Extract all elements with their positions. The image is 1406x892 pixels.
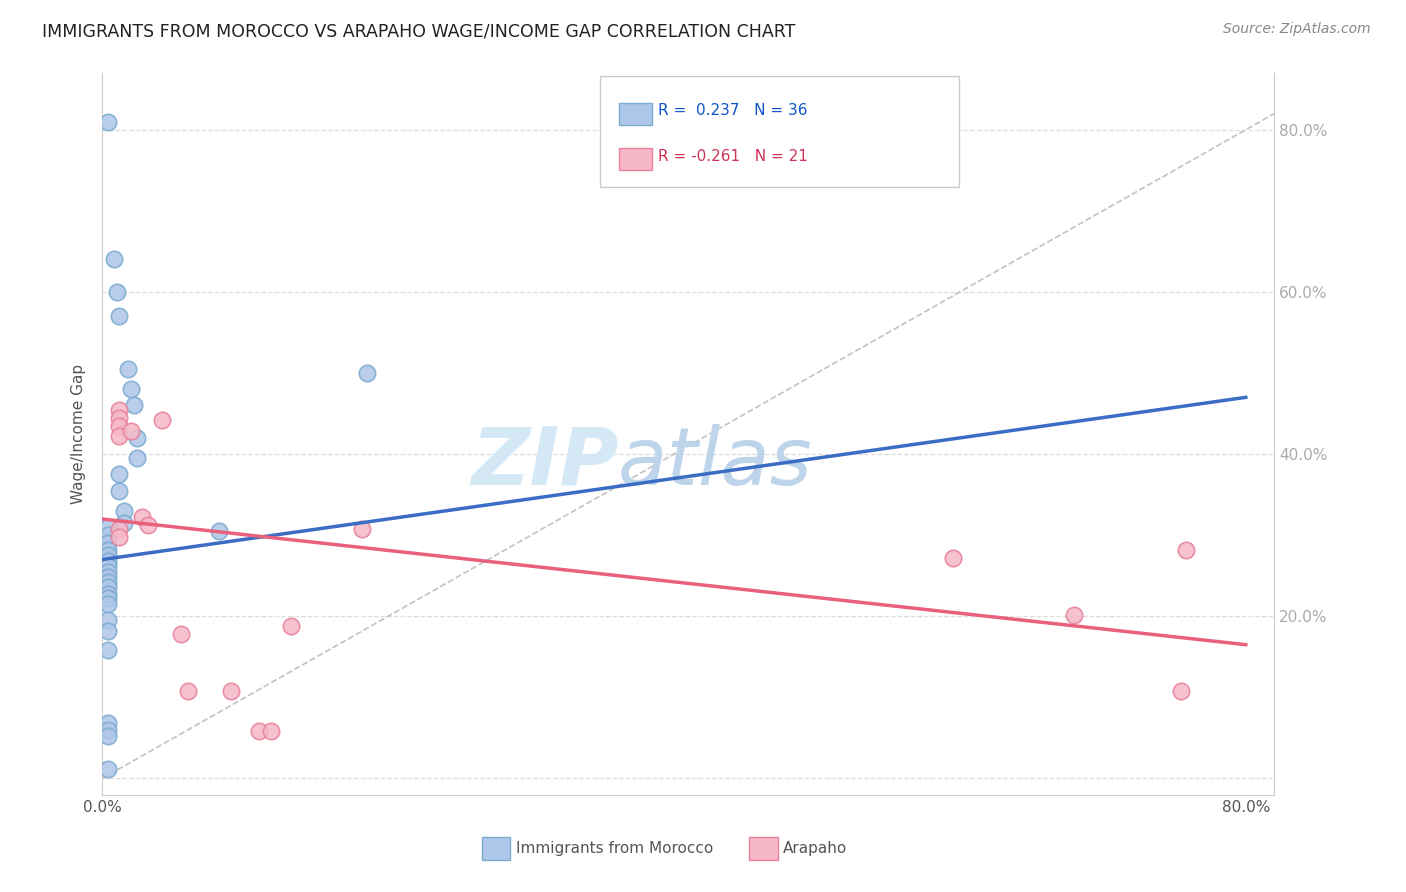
Point (97, 549, 120, 563)
Point (97, 613, 120, 627)
Text: R =  0.237   N = 36: R = 0.237 N = 36 (658, 103, 807, 118)
Point (122, 399, 145, 413)
Point (208, 524, 231, 538)
Point (108, 410, 131, 425)
Point (1174, 542, 1197, 557)
Point (97, 643, 120, 657)
Point (105, 285, 128, 299)
Point (97, 716, 120, 731)
Point (97, 597, 120, 611)
Point (112, 516, 135, 530)
Text: R = -0.261   N = 21: R = -0.261 N = 21 (658, 149, 808, 163)
Point (120, 382, 142, 396)
Point (170, 627, 193, 641)
Point (136, 518, 159, 533)
Point (97, 520, 120, 534)
Point (97, 536, 120, 550)
Point (103, 252, 125, 267)
Point (112, 504, 135, 518)
Point (1170, 684, 1192, 698)
Point (97, 528, 120, 542)
Point (97, 591, 120, 606)
Text: ZIP: ZIP (471, 424, 619, 501)
Point (97, 729, 120, 743)
Point (108, 418, 131, 433)
Point (1063, 607, 1085, 622)
Point (352, 522, 374, 536)
Point (97, 723, 120, 737)
Point (125, 431, 148, 445)
Point (280, 619, 302, 633)
Point (260, 724, 283, 739)
Point (108, 402, 131, 417)
Text: IMMIGRANTS FROM MOROCCO VS ARAPAHO WAGE/INCOME GAP CORRELATION CHART: IMMIGRANTS FROM MOROCCO VS ARAPAHO WAGE/… (42, 22, 796, 40)
Point (356, 366, 378, 380)
Point (97, 580, 120, 594)
Point (108, 522, 131, 536)
Point (249, 724, 271, 739)
Point (97, 762, 120, 776)
Point (120, 425, 142, 439)
Point (219, 684, 242, 698)
Point (97, 114, 120, 128)
Text: atlas: atlas (619, 424, 813, 501)
Point (97, 559, 120, 574)
Point (97, 570, 120, 584)
Point (108, 530, 131, 544)
Point (97, 565, 120, 579)
Text: Source: ZipAtlas.com: Source: ZipAtlas.com (1223, 22, 1371, 37)
Point (177, 684, 200, 698)
Point (108, 429, 131, 443)
Text: Arapaho: Arapaho (783, 841, 848, 855)
Point (108, 310, 131, 324)
Point (150, 413, 173, 427)
Point (117, 362, 139, 376)
Y-axis label: Wage/Income Gap: Wage/Income Gap (72, 364, 86, 504)
Point (97, 542, 120, 557)
Point (97, 586, 120, 600)
Point (131, 510, 153, 524)
Point (97, 575, 120, 590)
Point (97, 554, 120, 568)
Point (942, 550, 965, 565)
Point (97, 624, 120, 638)
Point (125, 451, 148, 466)
Point (108, 483, 131, 498)
Text: Immigrants from Morocco: Immigrants from Morocco (516, 841, 713, 855)
Point (108, 467, 131, 482)
